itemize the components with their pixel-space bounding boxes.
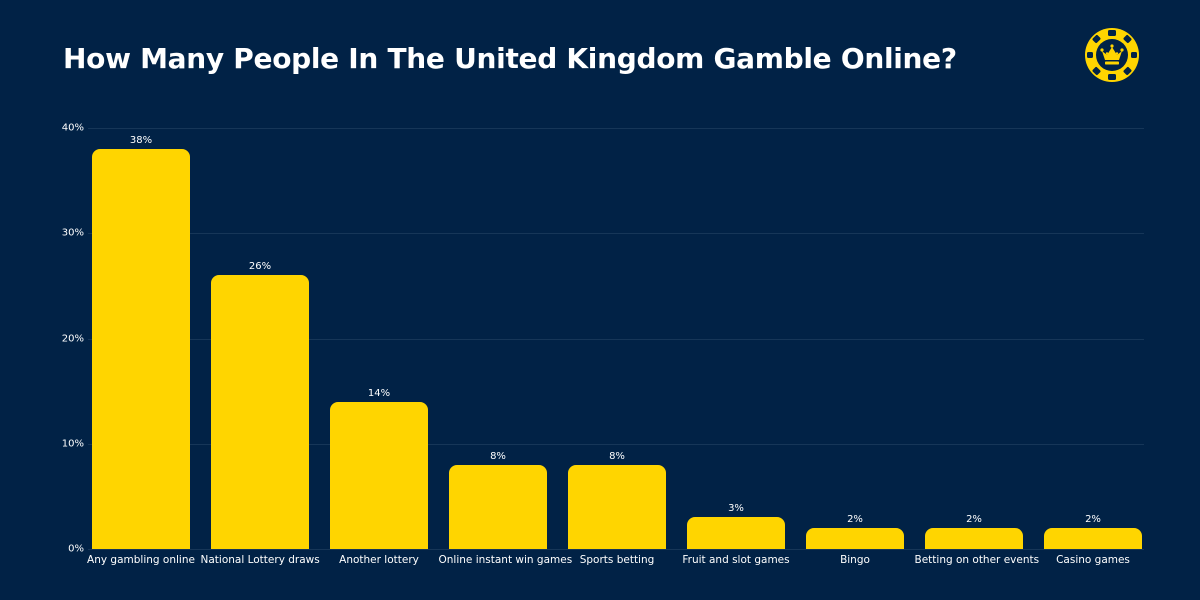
bar-value-label: 2%	[847, 513, 863, 525]
y-axis-tick-label: 10%	[61, 438, 84, 450]
gridline	[88, 549, 1144, 550]
bar-value-label: 38%	[129, 135, 153, 147]
bar	[806, 527, 904, 549]
x-axis-category-label: Betting on other events	[914, 554, 1040, 566]
bar-value-label: 26%	[248, 261, 272, 273]
bar-value-label: 2%	[966, 513, 982, 525]
bar	[92, 149, 190, 549]
x-axis-category-label: Any gambling online	[87, 554, 195, 566]
bar-value-label: 3%	[728, 503, 744, 515]
y-axis-tick-label: 20%	[61, 333, 84, 344]
x-axis-category-label: Sports betting	[579, 554, 655, 566]
x-axis-category-label: Fruit and slot games	[682, 554, 790, 566]
x-axis-category-label: Bingo	[840, 554, 870, 566]
y-axis-tick-label: 40%	[61, 122, 84, 134]
y-axis-tick-label: 30%	[61, 227, 84, 239]
gridline	[88, 128, 1144, 129]
bar	[211, 275, 309, 549]
casino-chip-crown-icon	[1084, 27, 1140, 83]
bar	[925, 527, 1023, 549]
bar	[449, 464, 547, 549]
bar-value-label: 2%	[1085, 513, 1101, 525]
x-axis-category-label: Online instant win games	[438, 554, 573, 566]
gridline	[88, 233, 1144, 235]
x-axis-category-label: Another lottery	[339, 554, 419, 566]
plot-area: 0% 10% 20% 30% 40% 38% Any gambling online 26% N…	[62, 123, 1144, 566]
bar	[1044, 527, 1142, 549]
x-axis-category-label: National Lottery draws	[200, 554, 320, 566]
bar-value-label: 8%	[609, 450, 625, 462]
gridline	[88, 338, 1144, 340]
bar-value-label: 8%	[490, 450, 506, 462]
bar	[568, 464, 666, 549]
chart-title: How Many People In The United Kingdom Ga…	[63, 42, 957, 75]
gridline	[88, 443, 1144, 445]
y-axis-tick-label: 0%	[68, 543, 84, 555]
bar	[687, 517, 785, 549]
bar-value-label: 14%	[367, 387, 391, 399]
bar	[330, 401, 428, 549]
x-axis-category-label: Casino games	[1056, 554, 1130, 566]
